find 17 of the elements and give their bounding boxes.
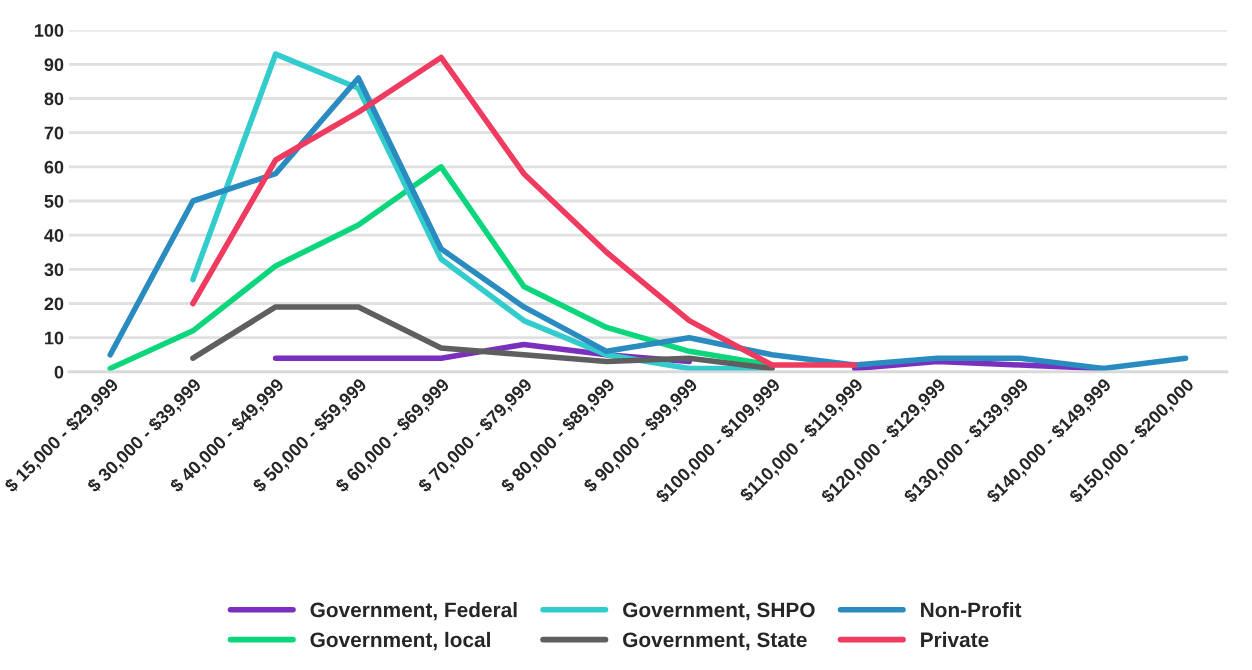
y-tick-label: 10 <box>45 331 64 345</box>
y-tick-label: 40 <box>44 229 64 242</box>
y-tick-label: 50 <box>44 194 64 208</box>
y-tick-label: 70 <box>44 126 64 140</box>
legend-label: Government, local <box>310 631 490 651</box>
legend-label: Private <box>921 631 989 648</box>
y-tick-label: 80 <box>44 92 64 106</box>
legend-label: Government, Federal <box>310 601 517 621</box>
y-tick-label: 90 <box>44 58 64 72</box>
y-tick-label: 30 <box>44 263 64 277</box>
y-tick-label: 100 <box>35 24 64 37</box>
y-tick-label: 20 <box>44 297 64 311</box>
legend-label: Non-Profit <box>921 601 1022 618</box>
legend-label: Government, SHPO <box>623 602 815 621</box>
legend-label: Government, State <box>623 632 807 651</box>
y-tick-label: 0 <box>54 365 64 379</box>
y-tick-label: 60 <box>44 160 64 174</box>
